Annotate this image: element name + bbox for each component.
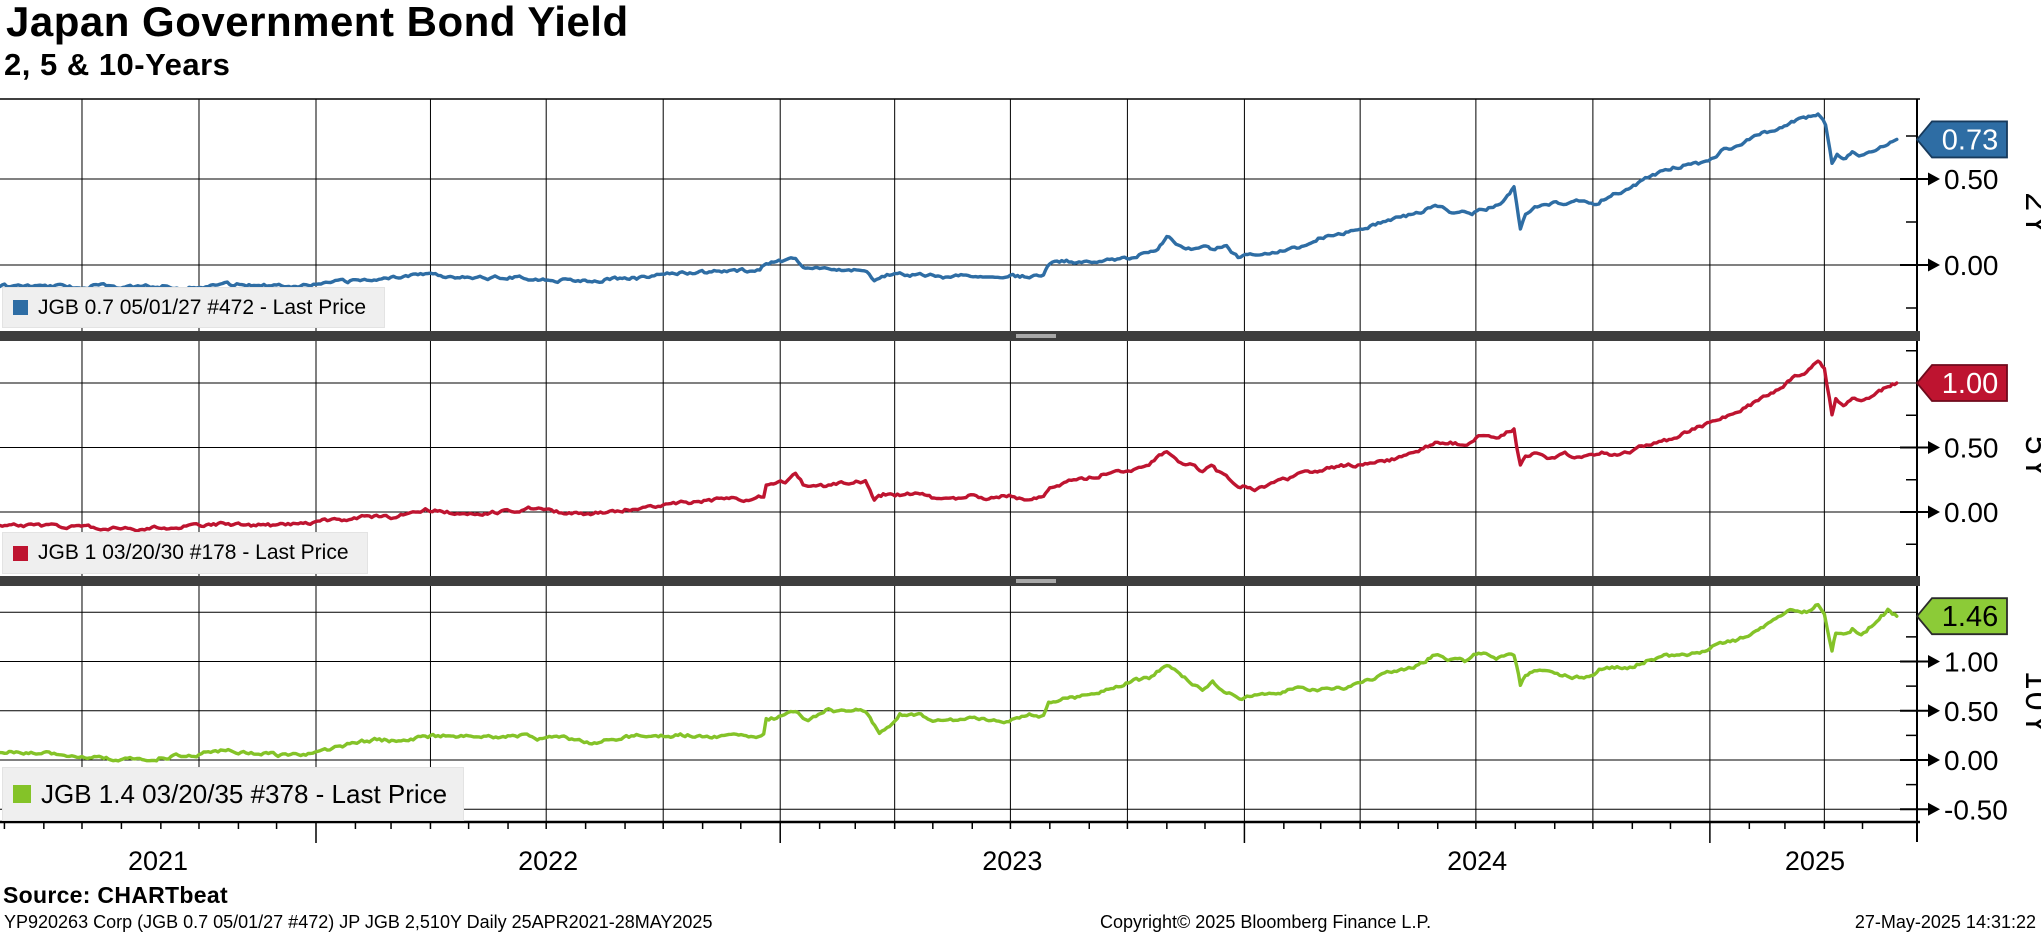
svg-text:1.46: 1.46 bbox=[1942, 601, 1998, 633]
legend-10y[interactable]: JGB 1.4 03/20/35 #378 - Last Price bbox=[2, 767, 465, 821]
x-axis-ticks: 2021 2022 2023 2024 2025 bbox=[3, 822, 1864, 876]
series-line-5y bbox=[0, 359, 1899, 533]
footer-timestamp: 27-May-2025 14:31:22 bbox=[1854, 912, 2036, 932]
svg-text:-0.50: -0.50 bbox=[1944, 794, 2008, 825]
legend-5y[interactable]: JGB 1 03/20/30 #178 - Last Price bbox=[2, 532, 368, 574]
svg-text:2023: 2023 bbox=[982, 846, 1042, 876]
legend-swatch-10y-icon bbox=[13, 785, 31, 803]
panel-separators[interactable] bbox=[0, 331, 1920, 586]
panel-axis-title-10y: 10Y bbox=[2018, 671, 2041, 738]
legend-swatch-2y-icon bbox=[13, 300, 28, 315]
legend-label-2y: JGB 0.7 05/01/27 #472 - Last Price bbox=[38, 295, 367, 319]
last-price-badge-2y: 0.73 bbox=[1915, 120, 2008, 159]
legend-label-10y: JGB 1.4 03/20/35 #378 - Last Price bbox=[41, 778, 448, 809]
footer-security-info: YP920263 Corp (JGB 0.7 05/01/27 #472) JP… bbox=[4, 912, 713, 932]
legend-label-5y: JGB 1 03/20/30 #178 - Last Price bbox=[38, 541, 349, 564]
series-line-2y bbox=[0, 112, 1899, 292]
chart-subtitle: 2, 5 & 10-Years bbox=[4, 47, 231, 82]
last-price-badge-10y: 1.46 bbox=[1915, 597, 2008, 636]
separator-drag-handle-icon bbox=[1016, 579, 1056, 583]
last-price-badge-5y: 1.00 bbox=[1915, 364, 2008, 402]
footer-row: YP920263 Corp (JGB 0.7 05/01/27 #472) JP… bbox=[0, 912, 2041, 936]
svg-text:2024: 2024 bbox=[1447, 846, 1507, 876]
svg-text:0.00: 0.00 bbox=[1944, 745, 1999, 776]
svg-text:0.50: 0.50 bbox=[1944, 164, 1999, 195]
horizontal-gridlines bbox=[0, 178, 1917, 810]
chart-title: Japan Government Bond Yield bbox=[6, 0, 629, 45]
footer-copyright: Copyright© 2025 Bloomberg Finance L.P. bbox=[1100, 912, 1432, 932]
svg-text:0.50: 0.50 bbox=[1944, 433, 1999, 464]
source-label: Source: CHARTbeat bbox=[3, 882, 228, 908]
svg-text:0.50: 0.50 bbox=[1944, 696, 1999, 727]
panel-axis-title-2y: 2Y bbox=[2018, 192, 2041, 238]
svg-text:0.00: 0.00 bbox=[1944, 250, 1999, 281]
vertical-gridlines bbox=[81, 99, 1825, 822]
svg-text:1.00: 1.00 bbox=[1942, 368, 1998, 400]
legend-2y[interactable]: JGB 0.7 05/01/27 #472 - Last Price bbox=[2, 287, 386, 328]
svg-text:1.00: 1.00 bbox=[1944, 647, 1999, 678]
y-axis-labels: 0.50 0.00 0.50 0.00 1.00 0.50 0.00 -0.50 bbox=[1900, 135, 2008, 825]
svg-text:0.00: 0.00 bbox=[1944, 497, 1999, 528]
svg-text:0.73: 0.73 bbox=[1942, 124, 1998, 156]
svg-text:2022: 2022 bbox=[518, 846, 578, 876]
series-line-10y bbox=[0, 602, 1899, 763]
separator-drag-handle-icon bbox=[1016, 334, 1056, 338]
panel-axis-title-5y: 5Y bbox=[2018, 436, 2041, 482]
svg-text:2021: 2021 bbox=[128, 846, 188, 876]
axes-borders bbox=[0, 98, 1920, 842]
legend-swatch-5y-icon bbox=[13, 545, 28, 561]
svg-text:2025: 2025 bbox=[1785, 846, 1845, 876]
